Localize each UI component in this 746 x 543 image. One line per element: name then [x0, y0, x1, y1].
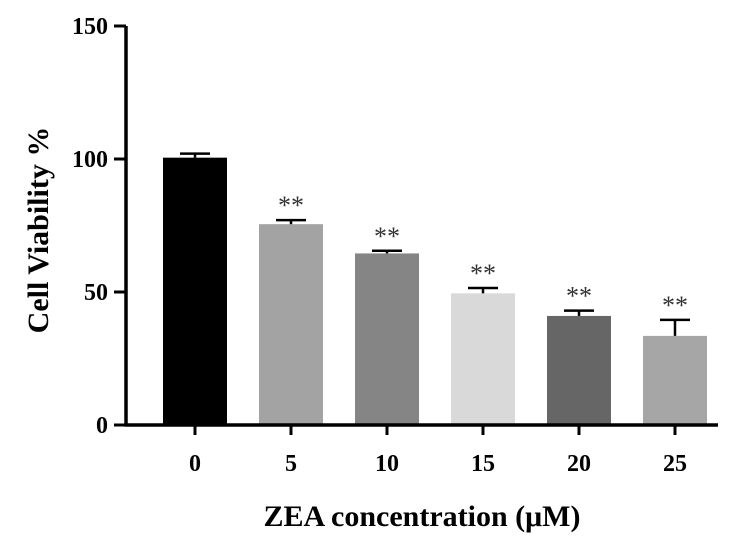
y-tick-label: 0	[96, 413, 108, 439]
significance-label-25: **	[662, 291, 688, 320]
significance-label-10: **	[374, 222, 400, 251]
bar-10	[355, 253, 419, 425]
y-axis-title: Cell Viability %	[22, 127, 55, 334]
bar-20	[547, 315, 611, 425]
significance-label-20: **	[566, 282, 592, 311]
significance-label-15: **	[470, 259, 496, 288]
x-tick-label: 10	[375, 451, 399, 477]
bar-0	[163, 157, 227, 426]
bar-25	[643, 335, 707, 425]
bar-5	[259, 224, 323, 425]
bars-layer	[163, 157, 707, 426]
x-tick-label: 25	[663, 451, 687, 477]
y-ticks-layer: 0 50 100 150	[72, 14, 126, 439]
x-tick-label: 15	[471, 451, 495, 477]
error-bars-layer	[180, 152, 690, 336]
significance-layer: ** ** ** ** **	[278, 191, 688, 320]
x-tick-label: 20	[567, 451, 591, 477]
significance-label-5: **	[278, 191, 304, 220]
y-tick-label: 50	[84, 280, 108, 306]
x-tick-label: 0	[189, 451, 201, 477]
y-tick-label: 100	[72, 147, 108, 173]
x-tick-label: 5	[285, 451, 297, 477]
y-tick-label: 150	[72, 14, 108, 40]
bar-15	[451, 293, 515, 425]
x-axis-title: ZEA concentration (μM)	[264, 500, 581, 533]
x-ticks-layer: 0 5 10 15 20 25	[189, 425, 687, 477]
axes-layer	[124, 26, 718, 427]
